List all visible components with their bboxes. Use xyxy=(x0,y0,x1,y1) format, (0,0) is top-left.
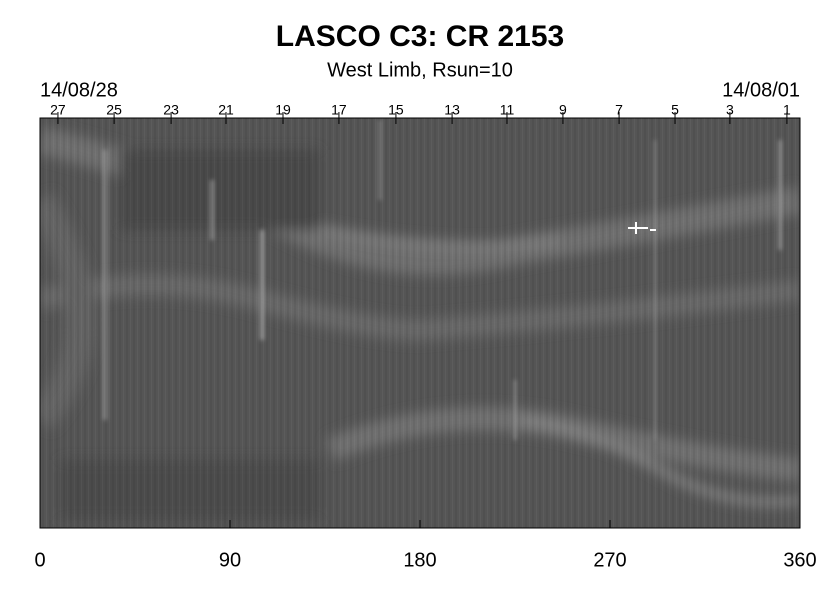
top-tick-label: 15 xyxy=(388,102,404,118)
x-tick-label: 0 xyxy=(34,549,45,571)
x-tick-label: 90 xyxy=(219,549,241,571)
chart-title: LASCO C3: CR 2153 xyxy=(276,20,564,53)
top-tick-label: 27 xyxy=(50,102,66,118)
top-tick-label: 25 xyxy=(106,102,122,118)
x-tick-label: 180 xyxy=(403,549,436,571)
top-tick-label: 7 xyxy=(615,102,623,118)
top-tick-label: 21 xyxy=(218,102,234,118)
top-tick-label: 5 xyxy=(671,102,679,118)
start-date: 14/08/28 xyxy=(40,79,118,101)
top-tick-label: 9 xyxy=(559,102,567,118)
end-date: 14/08/01 xyxy=(722,79,800,101)
chart-subtitle: West Limb, Rsun=10 xyxy=(327,59,513,81)
top-tick-label: 11 xyxy=(500,102,515,118)
image-artifact xyxy=(628,222,656,234)
x-tick-label: 270 xyxy=(593,549,626,571)
x-tick-label: 360 xyxy=(783,549,816,571)
top-tick-label: 1 xyxy=(783,102,791,118)
image-texture xyxy=(40,118,800,528)
top-tick-label: 23 xyxy=(163,102,179,118)
top-tick-label: 3 xyxy=(726,102,734,118)
plot-area xyxy=(40,118,800,528)
top-tick-label: 13 xyxy=(444,102,460,118)
top-tick-label: 19 xyxy=(275,102,291,118)
synoptic-image xyxy=(40,118,800,528)
top-tick-label: 17 xyxy=(331,102,347,118)
